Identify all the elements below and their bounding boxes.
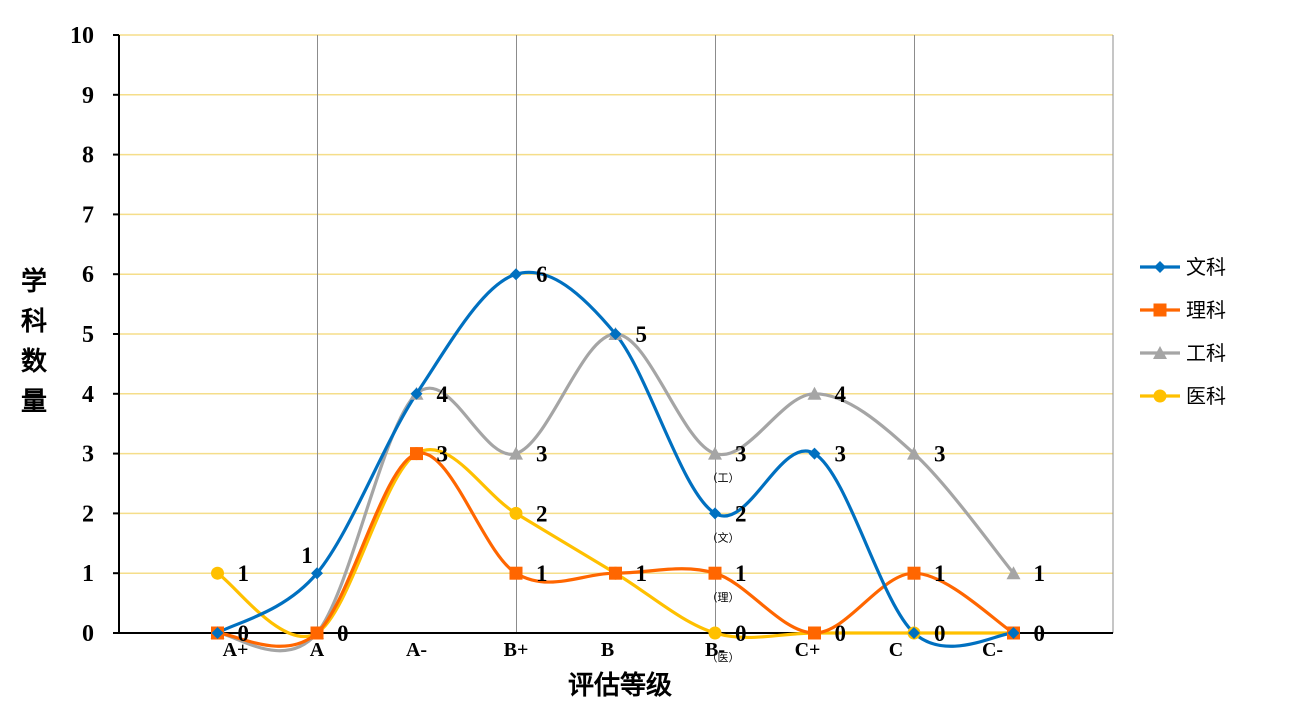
data-label: 3	[437, 442, 449, 467]
legend-marker	[1153, 389, 1167, 403]
y-axis-title-char: 科	[21, 307, 47, 337]
data-label: 0	[238, 621, 250, 646]
series-marker-工科	[509, 446, 523, 460]
data-label: 1	[735, 561, 747, 586]
legend-item: 医科	[1140, 384, 1226, 408]
series-marker-文科	[908, 627, 920, 639]
series-marker-文科	[808, 447, 821, 460]
series-markers	[210, 268, 1021, 640]
y-tick-label: 0	[82, 621, 94, 647]
data-label: 1	[238, 561, 250, 586]
x-tick-label: B+	[504, 639, 529, 661]
series-marker-理科	[907, 566, 921, 580]
data-label: 1	[1034, 561, 1046, 586]
series-marker-医科	[708, 626, 722, 640]
series-marker-文科	[311, 567, 323, 580]
data-label: 0	[934, 621, 946, 646]
y-tick-label: 9	[82, 83, 94, 109]
y-axis-title-char: 数	[21, 347, 48, 377]
data-label-note: （理）	[707, 591, 740, 604]
data-label: 0	[1034, 621, 1046, 646]
y-tick-label: 4	[82, 382, 94, 408]
y-axis-title-char: 学	[21, 266, 47, 297]
x-axis-title: 评估等级	[568, 670, 672, 701]
data-label: 0	[735, 621, 747, 646]
legend-marker	[1154, 261, 1166, 273]
x-tick-label: C	[889, 639, 903, 661]
x-tick-label: A	[310, 639, 325, 661]
data-label: 3	[735, 442, 747, 467]
data-labels: 1 0 1 0 4 3 6 3 2 1 5 1 3 （工） 2 （文） 1 （理） 0 （医） 4 3 0 3 1 0 1 0	[238, 262, 1046, 664]
legend-item: 工科	[1140, 341, 1226, 365]
series-marker-理科	[609, 566, 622, 580]
legend-item: 理科	[1140, 298, 1226, 322]
x-tick-labels: A+ A A- B+ B B- C+ C C-	[223, 639, 1003, 661]
series-marker-工科	[1006, 566, 1021, 580]
legend-item: 文科	[1140, 255, 1226, 279]
data-label: 1	[301, 543, 313, 568]
x-tick-label: C-	[982, 639, 1003, 661]
y-axis-title-char: 量	[21, 387, 47, 417]
series-marker-工科	[708, 446, 722, 460]
series-marker-医科	[509, 506, 523, 520]
data-label: 0	[835, 621, 847, 646]
x-tick-label: A-	[406, 639, 427, 661]
x-tick-label: A+	[223, 639, 249, 661]
data-label: 4	[835, 382, 847, 407]
data-label: 1	[934, 561, 946, 586]
series-line-理科	[215, 451, 1016, 648]
data-label: 3	[835, 442, 847, 467]
series-marker-文科	[609, 328, 622, 340]
y-tick-label: 2	[82, 501, 94, 527]
data-label-note: （医）	[707, 651, 740, 664]
y-tick-label: 3	[82, 442, 94, 468]
series-marker-医科	[211, 566, 224, 580]
series-line-工科	[215, 332, 1016, 653]
series-marker-文科	[410, 387, 423, 400]
data-label: 5	[636, 322, 648, 347]
series-marker-文科	[211, 627, 224, 639]
y-tick-label: 6	[82, 262, 94, 288]
legend-marker	[1153, 303, 1167, 317]
data-label: 3	[934, 442, 946, 467]
series-marker-文科	[709, 507, 721, 520]
data-label: 1	[636, 561, 648, 586]
legend-label: 文科	[1186, 255, 1226, 279]
series-marker-理科	[410, 447, 423, 461]
legend-label: 理科	[1186, 298, 1226, 322]
y-tick-label: 10	[70, 23, 94, 49]
series-marker-文科	[1007, 627, 1020, 639]
data-label: 6	[536, 262, 548, 287]
series-marker-文科	[510, 268, 522, 281]
data-label: 3	[536, 442, 548, 467]
series-marker-理科	[708, 566, 722, 580]
legend-marker	[1153, 346, 1167, 359]
y-tick-label: 1	[82, 561, 94, 587]
data-label: 2	[735, 501, 747, 526]
data-label-note: （工）	[707, 472, 740, 485]
series-marker-工科	[807, 386, 822, 400]
data-label: 1	[536, 561, 548, 586]
series-marker-工科	[907, 446, 921, 460]
data-label: 0	[337, 621, 349, 646]
x-tick-label: B-	[705, 639, 725, 661]
x-tick-label: C+	[795, 639, 821, 661]
series-marker-理科	[808, 626, 821, 640]
series-marker-理科	[310, 626, 324, 640]
data-label-note: （文）	[707, 530, 740, 544]
legend-label: 工科	[1186, 341, 1226, 365]
y-tick-label: 7	[82, 202, 94, 228]
y-tick-label: 8	[82, 143, 94, 169]
data-label: 4	[437, 382, 449, 407]
legend-label: 医科	[1186, 384, 1226, 408]
x-tick-label: B	[601, 639, 614, 661]
data-label: 2	[536, 501, 548, 526]
y-tick-label: 5	[82, 322, 94, 348]
series-line-医科	[215, 448, 1016, 640]
series-marker-理科	[509, 566, 523, 580]
y-tick-labels: 0 1 2 3 4 5 6 7 8 9 10	[70, 23, 94, 647]
